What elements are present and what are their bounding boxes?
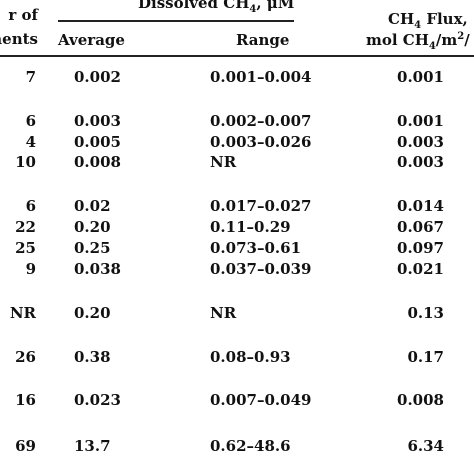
row-12-average: 13.7	[74, 437, 111, 455]
row-9-average: 0.20	[74, 304, 111, 322]
row-6-count: 22	[15, 218, 36, 236]
header-bottom-rule	[0, 55, 474, 57]
row-9-flux: 0.13	[407, 304, 444, 322]
row-1-count: 7	[25, 68, 36, 86]
row-6-flux: 0.067	[397, 218, 444, 236]
row-8-average: 0.038	[74, 260, 121, 278]
row-2-flux: 0.001	[397, 112, 444, 130]
row-3-range: 0.003–0.026	[210, 133, 312, 151]
row-4-count: 10	[15, 153, 36, 171]
row-12-flux: 6.34	[407, 437, 444, 455]
row-10-average: 0.38	[74, 348, 111, 366]
row-5-average: 0.02	[74, 197, 111, 215]
flux-header-line2: mol CH4/m2/	[366, 31, 470, 52]
row-1-average: 0.002	[74, 68, 121, 86]
row-9-range: NR	[210, 304, 237, 322]
row-11-flux: 0.008	[397, 391, 444, 409]
average-header: Average	[58, 31, 125, 49]
row-8-range: 0.037–0.039	[210, 260, 312, 278]
row-10-flux: 0.17	[407, 348, 444, 366]
range-header: Range	[236, 31, 290, 49]
row-7-range: 0.073–0.61	[210, 239, 302, 257]
dissolved-header-rule	[58, 20, 294, 22]
row-12-range: 0.62–48.6	[210, 437, 291, 455]
row-10-count: 26	[15, 348, 36, 366]
row-10-range: 0.08–0.93	[210, 348, 291, 366]
row-7-count: 25	[15, 239, 36, 257]
row-5-range: 0.017–0.027	[210, 197, 312, 215]
count-header-line2: ments	[0, 30, 38, 48]
row-7-flux: 0.097	[397, 239, 444, 257]
row-3-flux: 0.003	[397, 133, 444, 151]
row-6-range: 0.11–0.29	[210, 218, 291, 236]
row-3-average: 0.005	[74, 133, 121, 151]
row-5-flux: 0.014	[397, 197, 444, 215]
dissolved-ch4-header: Dissolved CH4, μM	[138, 0, 295, 15]
row-1-flux: 0.001	[397, 68, 444, 86]
row-9-count: NR	[9, 304, 36, 322]
row-11-range: 0.007–0.049	[210, 391, 312, 409]
row-7-average: 0.25	[74, 239, 111, 257]
row-12-count: 69	[15, 437, 36, 455]
row-3-count: 4	[25, 133, 36, 151]
row-11-count: 16	[15, 391, 36, 409]
row-2-range: 0.002–0.007	[210, 112, 312, 130]
count-header-line1: r of	[8, 6, 38, 24]
row-5-count: 6	[25, 197, 36, 215]
flux-header-line1: CH4 Flux,	[388, 10, 468, 31]
row-4-flux: 0.003	[397, 153, 444, 171]
row-6-average: 0.20	[74, 218, 111, 236]
row-2-average: 0.003	[74, 112, 121, 130]
row-11-average: 0.023	[74, 391, 121, 409]
row-1-range: 0.001–0.004	[210, 68, 312, 86]
row-4-average: 0.008	[74, 153, 121, 171]
row-8-count: 9	[25, 260, 36, 278]
row-8-flux: 0.021	[397, 260, 444, 278]
row-4-range: NR	[210, 153, 237, 171]
row-2-count: 6	[25, 112, 36, 130]
